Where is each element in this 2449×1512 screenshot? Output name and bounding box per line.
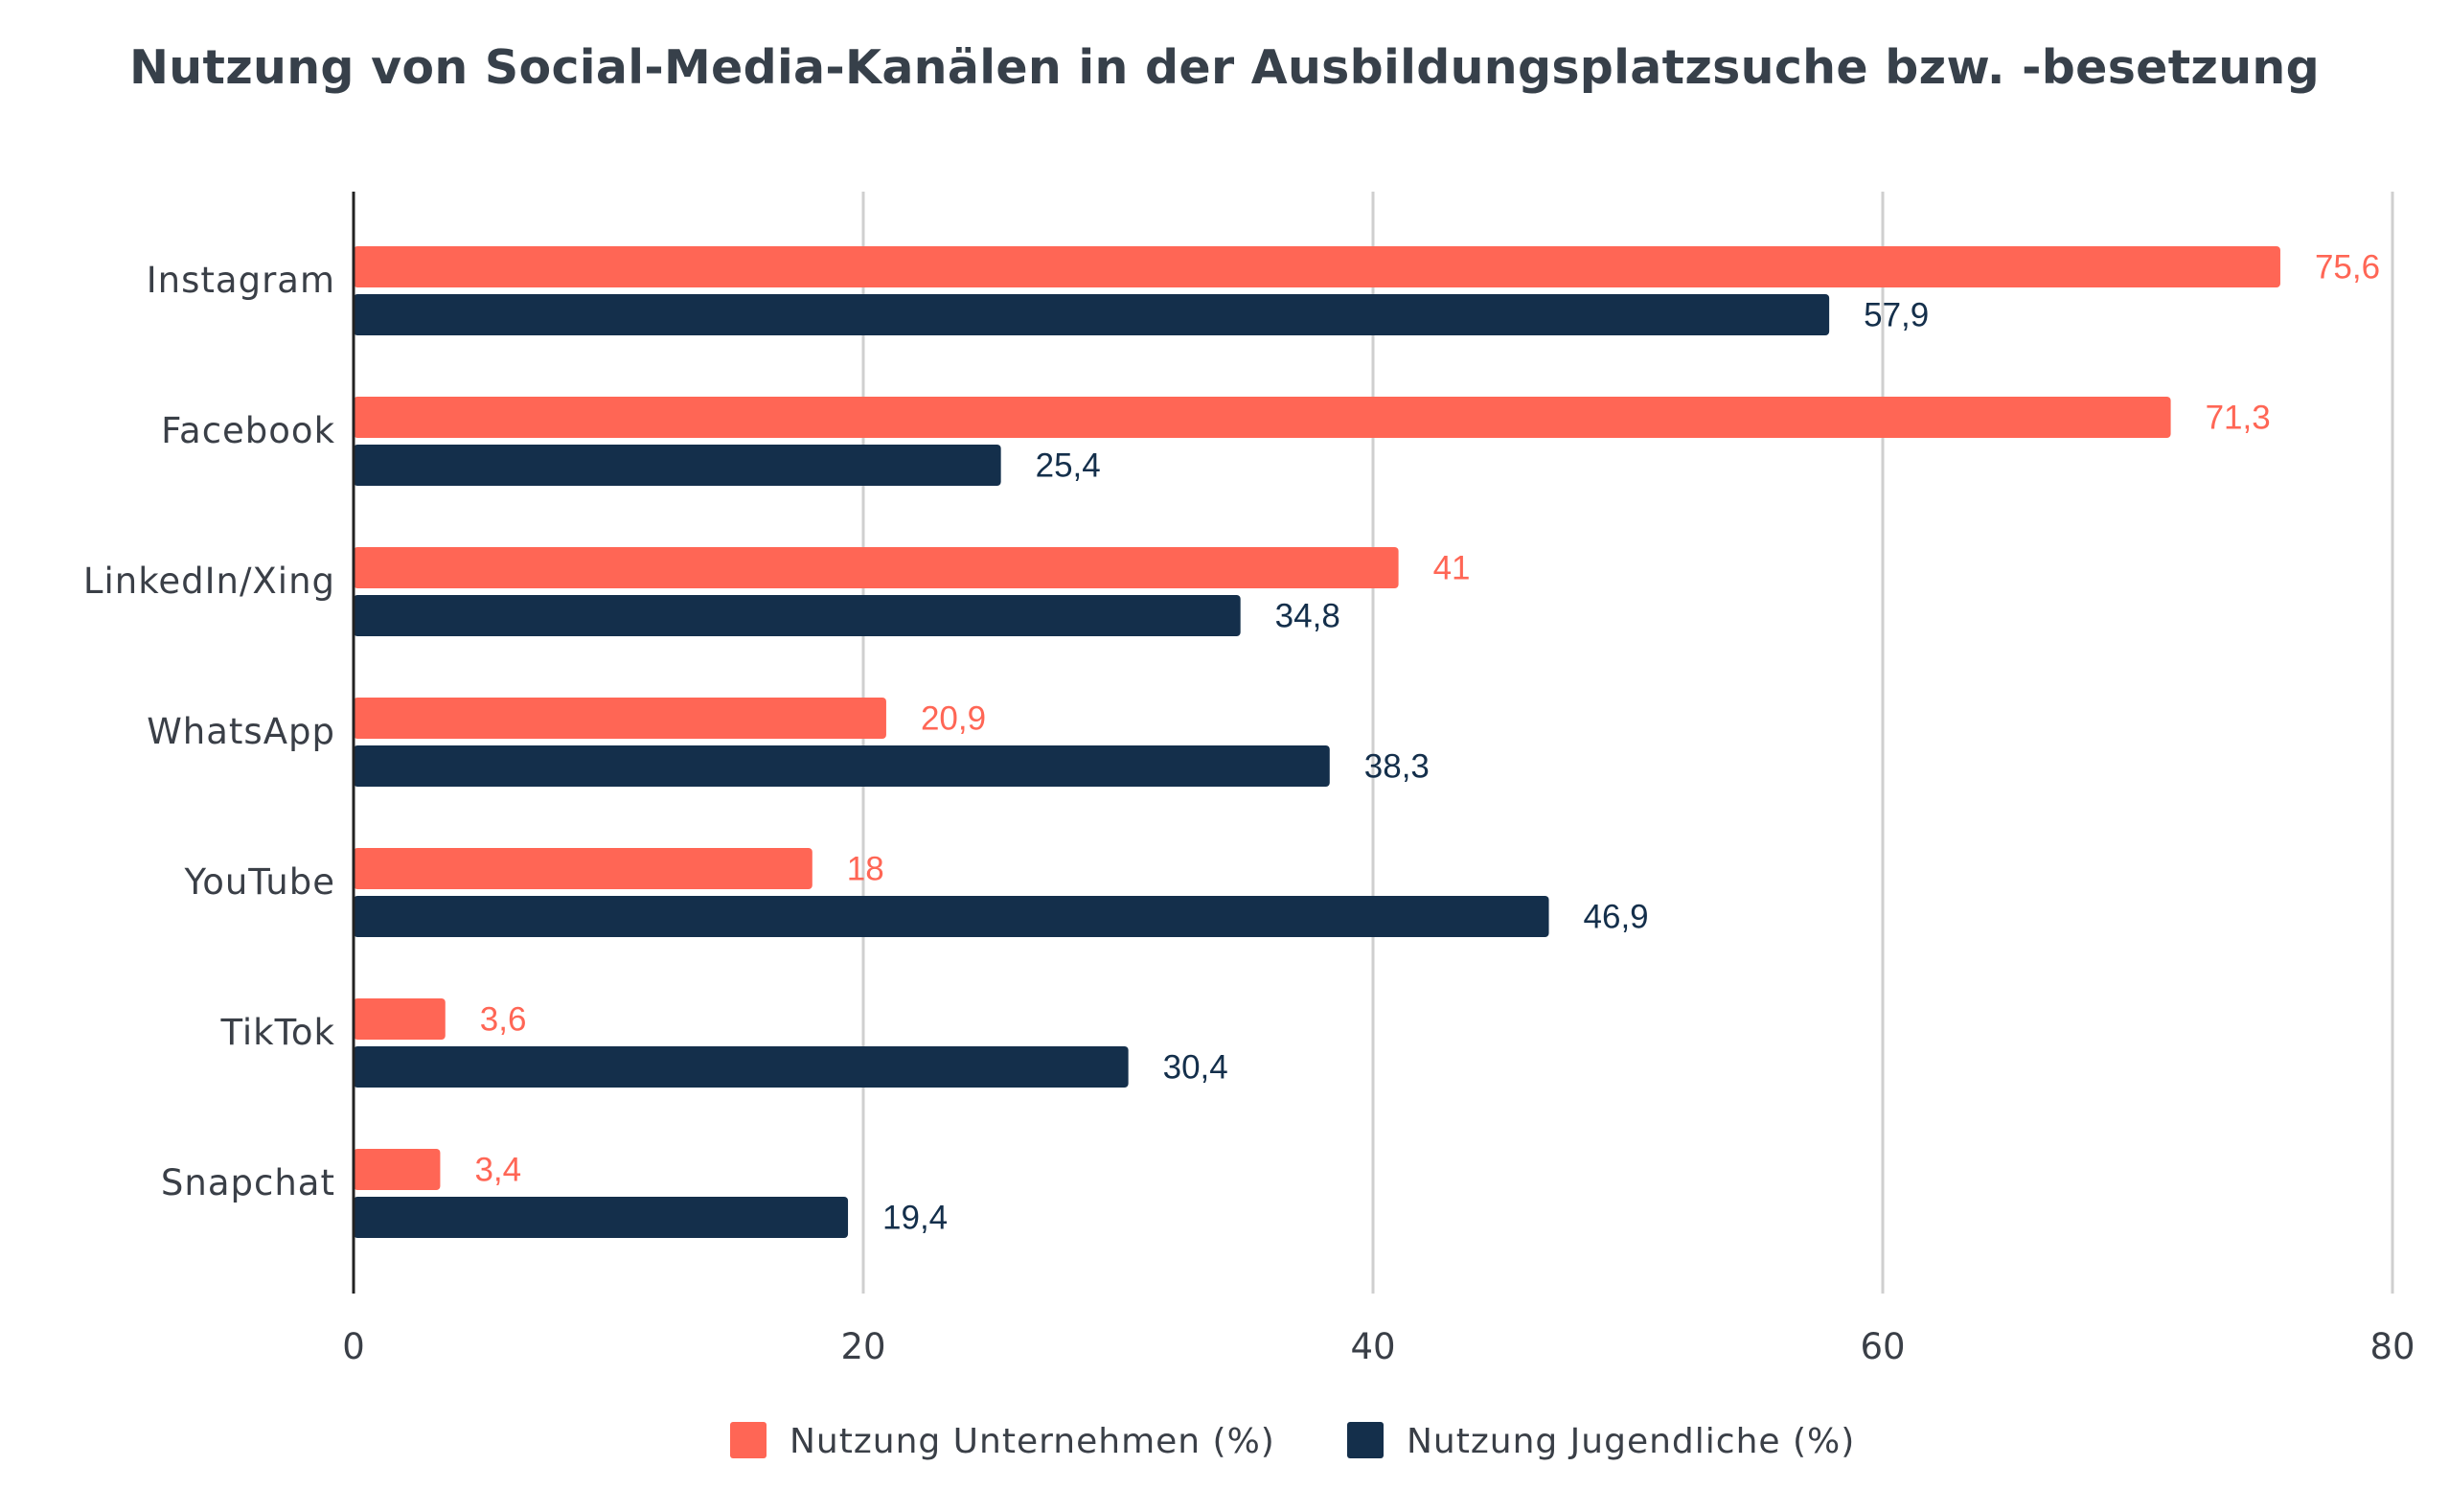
bar-jugendliche (354, 1197, 849, 1238)
x-tick-label: 0 (342, 1326, 365, 1367)
legend-label: Nutzung Jugendliche (%) (1407, 1422, 1855, 1461)
x-tick-label: 60 (1860, 1326, 1905, 1367)
category-label: WhatsApp (147, 711, 335, 752)
category-label: Facebook (161, 410, 335, 451)
bar-jugendliche (354, 445, 1001, 486)
bar-jugendliche (354, 745, 1330, 787)
category-label: YouTube (184, 861, 335, 903)
x-tick-label: 80 (2369, 1326, 2415, 1367)
data-label: 18 (847, 851, 884, 888)
legend-swatch (730, 1422, 767, 1458)
category-label: Snapchat (161, 1162, 335, 1203)
data-label: 34,8 (1275, 598, 1340, 635)
chart-title: Nutzung von Social-Media-Kanälen in der … (129, 40, 2320, 95)
data-label: 20,9 (921, 700, 986, 738)
bar-jugendliche (354, 595, 1241, 636)
data-label: 30,4 (1163, 1049, 1228, 1087)
bar-unternehmen (354, 246, 2280, 287)
data-label: 46,9 (1584, 899, 1649, 936)
gridlines (861, 192, 2394, 1294)
legend-swatch (1347, 1422, 1384, 1458)
bar-unternehmen (354, 397, 2171, 438)
data-label: 75,6 (2315, 249, 2380, 286)
bar-unternehmen (354, 547, 1399, 588)
bar-unternehmen (354, 848, 813, 889)
bar-jugendliche (354, 896, 1549, 937)
legend: Nutzung Unternehmen (%) Nutzung Jugendlic… (730, 1422, 1855, 1461)
bars (354, 246, 2280, 1238)
category-label: Instagram (147, 260, 335, 301)
legend-label: Nutzung Unternehmen (%) (790, 1422, 1275, 1461)
data-label: 19,4 (882, 1200, 948, 1237)
data-label: 41 (1433, 550, 1471, 587)
data-label: 38,3 (1364, 748, 1430, 786)
x-tick-label: 40 (1350, 1326, 1395, 1367)
x-tick-label: 20 (840, 1326, 885, 1367)
data-label: 71,3 (2206, 400, 2271, 437)
labels: 0 20 40 60 80 75,6 57,9 Instagram 71,3 25,4 Facebo… (83, 249, 2415, 1368)
bar-unternehmen (354, 998, 446, 1040)
data-label: 3,6 (480, 1001, 527, 1039)
data-label: 3,4 (474, 1152, 521, 1189)
bar-jugendliche (354, 1046, 1129, 1088)
category-label: TikTok (219, 1012, 335, 1053)
bar-unternehmen (354, 698, 886, 739)
data-label: 25,4 (1036, 447, 1101, 485)
bar-jugendliche (354, 294, 1830, 335)
category-label: LinkedIn/Xing (83, 561, 335, 602)
bar-unternehmen (354, 1149, 441, 1190)
data-label: 57,9 (1864, 297, 1929, 334)
